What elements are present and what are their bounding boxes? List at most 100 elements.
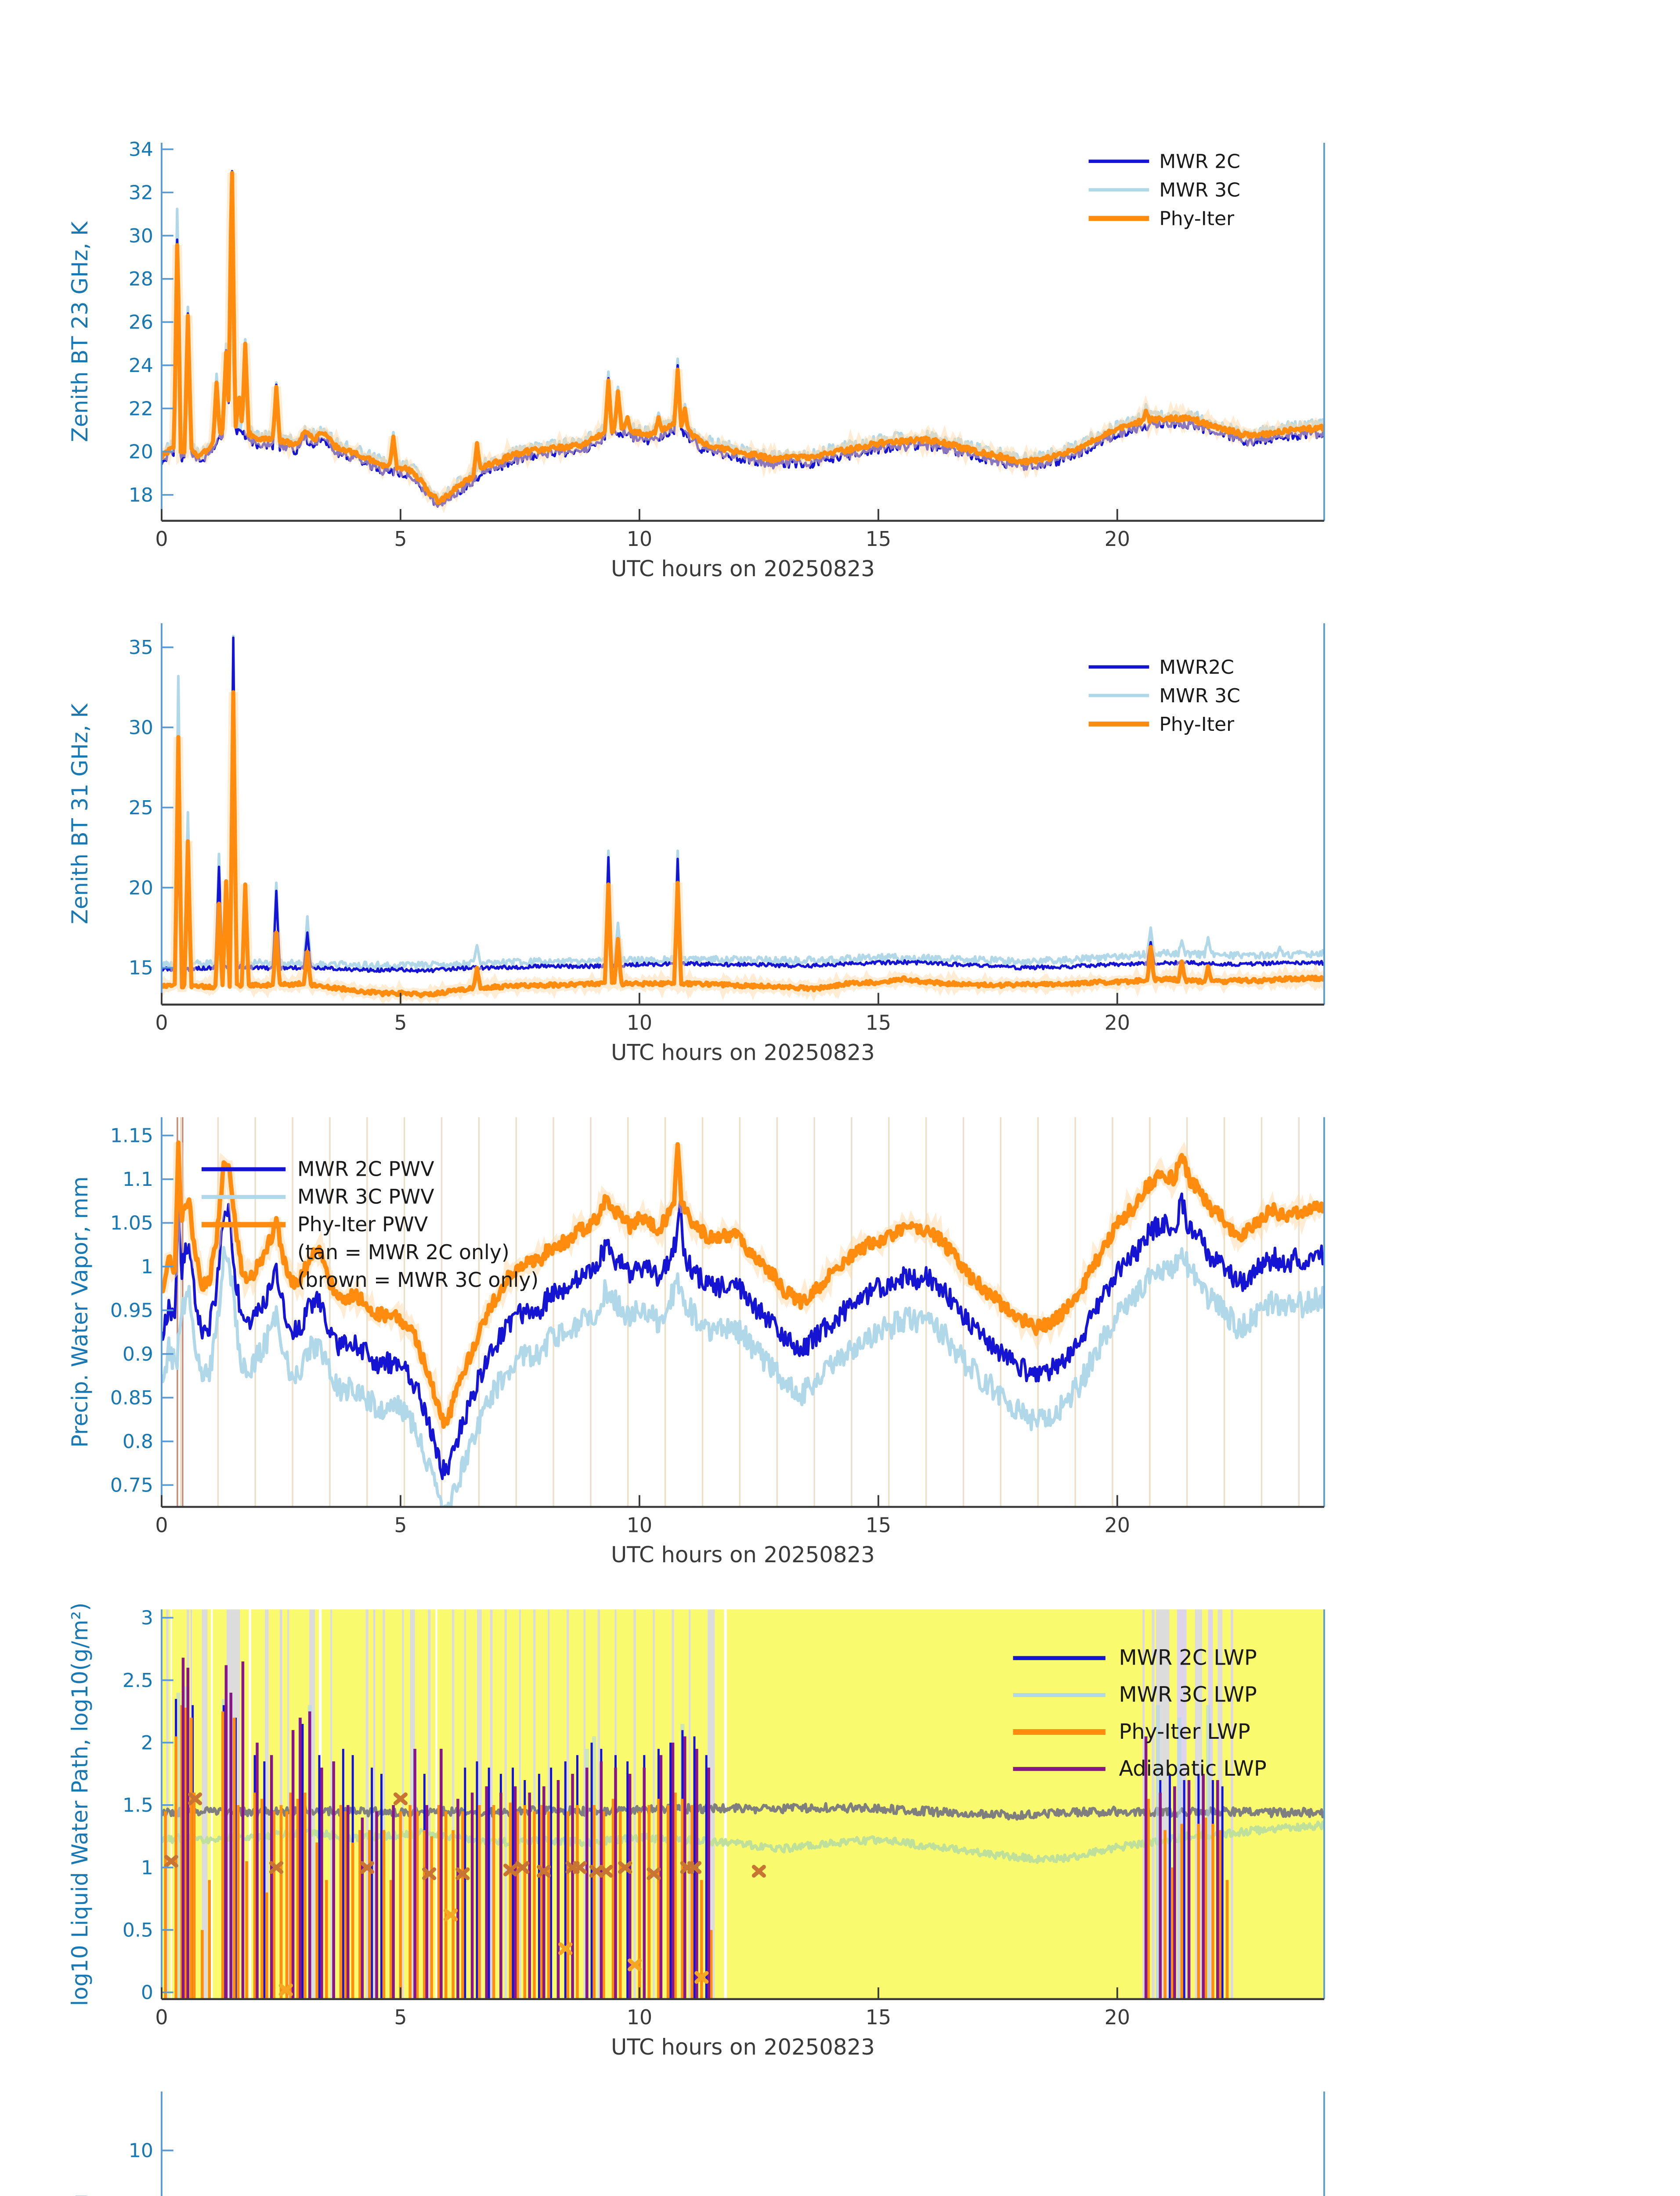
x-tick-label: 5 [394,1011,407,1035]
y-tick-label: 0 [141,1982,153,2004]
data-gap-stripe [548,1609,550,1999]
y-tick-label: 35 [129,636,153,659]
data-gap-stripe [383,1609,385,1999]
plot-area [161,170,1324,513]
y-tick-label: 0.75 [110,1474,153,1497]
plot-area [161,1609,1324,1999]
x-marker-dark [537,1865,551,1878]
legend-pwv: MWR 2C PWV MWR 3C PWV Phy-Iter PWV (tan = M… [202,1157,538,1292]
x-marker-dark [572,1861,587,1874]
y-tick-label: 0.5 [123,1919,153,1942]
y-tick-label: 0.95 [110,1300,153,1322]
Phy-Iter-line [161,690,1324,999]
x-axis-label: UTC hours on 20250823 [611,1040,875,1065]
x-tick-label: 10 [627,1513,652,1537]
x-axis-label: UTC hours on 20250823 [611,1542,875,1568]
y-tick-label: 26 [129,311,153,334]
y-tick-label: 0.9 [123,1343,153,1365]
x-tick-label: 15 [866,527,891,551]
data-gap-stripe [410,1609,415,1999]
y-axis-label-pwv: Precip. Water Vapor, mm [67,1176,93,1448]
x-tick-label: 20 [1105,1513,1130,1537]
data-gap-stripe [435,1609,437,1999]
y-tick-label: 1 [141,1856,153,1879]
data-gap-stripe [583,1609,585,1999]
data-gap-stripe [202,1609,208,1999]
y-tick-label: 0.85 [110,1387,153,1409]
x-marker-light [627,1958,642,1972]
chart-panel-pwv: 0.75 0.8 0.85 0.9 0.95 1 1.05 1.1 1.15 0 5 10 15 20 UT… [67,1117,1325,1568]
x-marker-dark [503,1864,518,1877]
y-axis-label-dqflag: MWR Phy Iter DQ Flag [67,2194,93,2196]
Phy-Iter LWP spikes [164,1705,1229,1999]
x-tick-label: 5 [394,2005,407,2029]
x-tick-label: 10 [627,527,652,551]
data-gap-stripe [330,1609,332,1999]
y-axis-label-bt31: Zenith BT 31 GHz, K [67,703,93,925]
x-marker-light [444,1908,458,1922]
y-axis-label-bt23: Zenith BT 23 GHz, K [67,221,93,442]
y-tick-label: 24 [129,354,153,377]
x-tick-label: 0 [155,1513,168,1537]
y-tick-label: 1.15 [110,1125,153,1147]
data-gap-stripe [597,1609,600,1999]
data-gap-stripe [1152,1609,1155,1999]
y-tick-label: 1.5 [123,1794,153,1817]
data-gap-stripe [427,1609,431,1999]
legend-label: MWR 2C LWP [1119,1646,1257,1670]
x-marker-dark [618,1861,632,1874]
chart-panel-lwp: 0 0.5 1 1.5 2 2.5 3 0 5 10 15 20 UTC hours on 202508… [67,1603,1325,2060]
data-gap-stripe [519,1609,521,1999]
y-tick-label: 10 [129,2140,153,2162]
plot-area [161,1117,1324,1507]
data-gap-stripe [1142,1609,1145,1999]
x-tick-label: 0 [155,1011,168,1035]
MWR2C-line [161,636,1324,974]
data-gap-stripe [504,1609,507,1999]
y-tick-label: 1 [141,1256,153,1278]
x-tick-label: 20 [1105,2005,1130,2029]
MWR 3C PWV-line [161,1246,1324,1507]
plot-background [161,1609,1324,1999]
x-marker-light [558,1942,573,1955]
x-tick-label: 10 [627,2005,652,2029]
data-gap-stripe [490,1609,493,1999]
x-marker-dark [360,1861,374,1874]
x-tick-label: 20 [1105,1011,1130,1035]
x-axis-label: UTC hours on 20250823 [611,2034,875,2060]
MWR 3C-line [161,635,1324,971]
data-gap-stripe [280,1609,282,1999]
y-tick-label: 32 [129,182,153,204]
x-axis-label: UTC hours on 20250823 [611,556,875,582]
x-marker-light [694,1971,709,1984]
x-tick-label: 0 [155,527,168,551]
data-gap-stripe [249,1609,251,1999]
y-tick-label: 30 [129,717,153,739]
legend-label: MWR 2C [1159,150,1240,173]
data-gap-stripe [653,1609,655,1999]
data-gap-stripe [724,1609,727,1999]
data-gap-stripe [1218,1609,1223,1999]
y-tick-label: 28 [129,268,153,290]
data-gap-stripe [533,1609,536,1999]
chart-panel-dqflag: 024681005101520UTC hours on 20250823MWR … [67,2091,1325,2196]
y-tick-label: 2.5 [123,1669,153,1692]
legend-label: Phy-Iter [1159,713,1235,736]
x-marker-dark [647,1867,661,1880]
y-axis-label-lwp: log10 Liquid Water Path, log10(g/m²) [67,1603,93,2006]
x-tick-label: 5 [394,527,407,551]
legend-label: Phy-Iter PWV [297,1213,428,1236]
x-marker-light [278,1983,293,1997]
data-gap-stripe [633,1609,636,1999]
data-gap-stripe [287,1609,289,1999]
x-marker-dark [188,1792,202,1806]
x-marker-dark [515,1861,530,1874]
legend-label: Phy-Iter [1159,208,1235,230]
legend-lwp: MWR 2C LWP MWR 3C LWP Phy-Iter LWP Adiabati… [1013,1646,1267,1781]
data-gap-stripe [477,1609,482,1999]
legend-label: Phy-Iter LWP [1119,1720,1250,1744]
x-tick-label: 20 [1105,527,1130,551]
chart-panel-bt23: 18 20 22 24 26 28 30 32 34 0 5 10 15 20 UTC hours on 2… [67,138,1325,582]
data-gap-stripe [211,1609,213,1999]
x-marker-dark [269,1861,284,1874]
